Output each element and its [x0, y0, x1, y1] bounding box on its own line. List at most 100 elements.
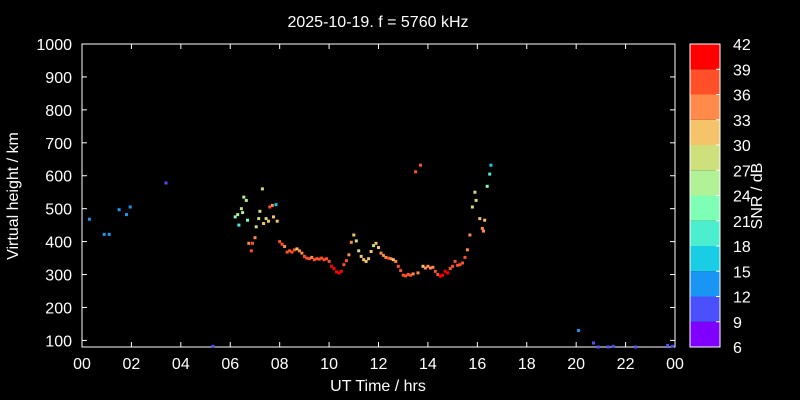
data-point: [295, 247, 299, 251]
colorbar-tick-labels: 6 9 12 15 18 21 24 27 30 33 36 39 42: [716, 37, 751, 357]
data-point: [394, 259, 398, 263]
data-point: [671, 344, 674, 348]
data-point: [611, 344, 615, 348]
data-point: [347, 253, 351, 257]
data-point: [249, 249, 253, 253]
colorbar: 6 9 12 15 18 21 24 27 30 33 36 39 42 SNR / dB: [689, 37, 766, 357]
data-point: [274, 203, 278, 207]
data-point: [164, 181, 168, 185]
y-tick-label: 200: [45, 300, 72, 317]
plot-area: 00 02 04 06 08 10 12 14 16 18 20 22 00 100 200 300 400 5…: [36, 37, 684, 373]
data-point: [488, 172, 492, 176]
y-tick-label: 400: [45, 235, 72, 252]
data-point: [322, 258, 326, 262]
colorbar-bin: [690, 271, 720, 297]
data-point: [423, 266, 427, 270]
data-point: [233, 215, 237, 219]
data-point: [339, 269, 343, 273]
data-point: [596, 345, 600, 349]
data-point: [474, 198, 478, 202]
data-point: [125, 213, 128, 217]
colorbar-bin: [690, 145, 720, 171]
data-point: [377, 246, 380, 249]
data-point: [386, 256, 390, 260]
colorbar-tick-label: 21: [733, 214, 751, 231]
data-point: [237, 223, 241, 227]
data-point: [337, 271, 341, 275]
data-point: [260, 187, 264, 191]
data-point: [438, 274, 442, 278]
colorbar-tick-label: 42: [733, 37, 751, 54]
data-point: [317, 257, 321, 261]
data-point: [433, 269, 437, 273]
data-point: [426, 264, 430, 268]
data-point: [453, 259, 457, 263]
data-point: [290, 250, 294, 254]
data-point: [359, 254, 363, 258]
data-point: [389, 257, 393, 261]
data-point: [325, 257, 329, 261]
plot-frame: [81, 43, 676, 348]
x-axis-ticks: 00 02 04 06 08 10 12 14 16 18 20 22 00: [73, 44, 684, 373]
colorbar-tick-label: 9: [733, 315, 742, 332]
data-point: [406, 273, 410, 276]
data-point: [307, 257, 311, 261]
y-tick-label: 500: [45, 202, 72, 219]
data-point: [280, 242, 284, 246]
data-point: [419, 163, 422, 167]
chart-title: 2025-10-19. f = 5760 kHz: [287, 14, 468, 31]
data-point: [414, 170, 418, 174]
data-point: [489, 163, 493, 167]
colorbar-tick-label: 30: [733, 138, 751, 155]
x-tick-label: 00: [73, 356, 91, 373]
data-point: [285, 250, 289, 254]
x-tick-label: 18: [518, 356, 536, 373]
x-tick-label: 14: [419, 356, 437, 373]
data-point: [411, 272, 415, 276]
data-point: [107, 232, 111, 236]
data-point: [330, 264, 334, 268]
data-point: [367, 257, 371, 261]
x-tick-label: 22: [617, 356, 635, 373]
data-point: [246, 218, 249, 222]
data-point: [244, 198, 248, 202]
y-tick-label: 600: [45, 169, 72, 186]
data-point: [268, 205, 272, 209]
data-point: [421, 264, 425, 268]
colorbar-bins: [690, 44, 720, 347]
data-point: [482, 229, 485, 233]
data-point: [211, 344, 215, 348]
data-point: [456, 263, 460, 267]
colorbar-tick-label: 39: [733, 62, 751, 79]
data-point: [577, 329, 581, 332]
data-point: [247, 241, 251, 245]
data-point: [128, 205, 132, 209]
data-point: [305, 256, 309, 260]
colorbar-bin: [690, 296, 720, 322]
data-point: [443, 269, 447, 273]
data-point: [335, 270, 338, 274]
data-point: [258, 209, 262, 213]
data-point: [253, 236, 257, 240]
data-point: [267, 219, 270, 223]
data-point: [320, 256, 324, 260]
data-point: [251, 241, 254, 245]
data-point: [344, 259, 348, 263]
data-point: [431, 265, 435, 269]
colorbar-bin: [690, 220, 720, 246]
data-point: [478, 217, 482, 221]
x-tick-label: 12: [370, 356, 388, 373]
data-point: [446, 271, 450, 275]
data-point: [592, 341, 595, 345]
colorbar-bin: [690, 321, 720, 347]
data-point: [374, 241, 378, 245]
colorbar-bin: [690, 44, 720, 70]
data-point: [310, 255, 314, 259]
y-tick-label: 900: [45, 70, 72, 87]
data-point: [241, 211, 245, 215]
data-point: [302, 254, 306, 258]
data-point: [327, 259, 331, 263]
y-tick-label: 1000: [36, 37, 72, 54]
data-point: [399, 269, 403, 273]
x-tick-label: 16: [468, 356, 486, 373]
